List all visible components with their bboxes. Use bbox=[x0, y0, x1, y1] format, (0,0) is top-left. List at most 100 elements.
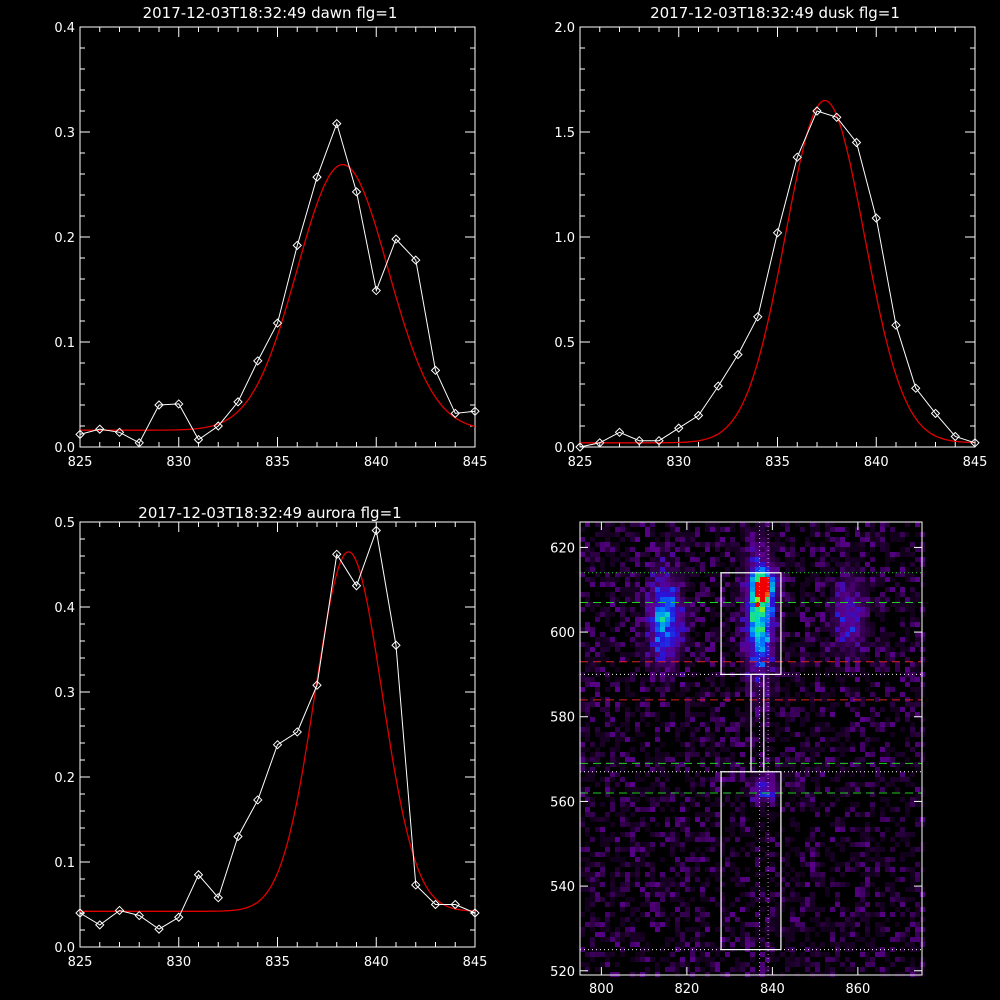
heatmap-cell bbox=[655, 802, 660, 807]
heatmap-cell bbox=[615, 702, 620, 707]
heatmap-cell bbox=[865, 737, 870, 742]
heatmap-cell bbox=[660, 922, 665, 927]
heatmap-cell bbox=[755, 632, 760, 637]
heatmap-cell bbox=[670, 807, 675, 812]
heatmap-cell bbox=[735, 572, 740, 577]
heatmap-cell bbox=[910, 967, 915, 972]
heatmap-cell bbox=[600, 657, 605, 662]
heatmap-cell bbox=[835, 617, 840, 622]
heatmap-cell bbox=[610, 822, 615, 827]
heatmap-cell bbox=[830, 627, 835, 632]
heatmap-cell bbox=[800, 912, 805, 917]
heatmap-cell bbox=[825, 572, 830, 577]
heatmap-cell bbox=[890, 872, 895, 877]
heatmap-cell bbox=[735, 667, 740, 672]
heatmap-cell bbox=[805, 717, 810, 722]
data-point bbox=[753, 312, 763, 322]
heatmap-cell bbox=[770, 667, 775, 672]
heatmap-cell bbox=[745, 692, 750, 697]
heatmap-cell bbox=[900, 897, 905, 902]
heatmap-cell bbox=[815, 747, 820, 752]
heatmap-cell bbox=[670, 577, 675, 582]
heatmap-cell bbox=[610, 772, 615, 777]
data-point bbox=[450, 899, 460, 910]
heatmap-cell bbox=[830, 747, 835, 752]
heatmap-cell bbox=[700, 582, 705, 587]
data-line bbox=[79, 528, 476, 930]
heatmap-cell bbox=[655, 927, 660, 932]
heatmap-cell bbox=[765, 787, 770, 792]
heatmap-cell bbox=[815, 812, 820, 817]
heatmap-cell bbox=[765, 642, 770, 647]
heatmap-cell bbox=[765, 777, 770, 782]
heatmap-cell bbox=[760, 777, 765, 782]
heatmap-cell bbox=[655, 617, 660, 622]
heatmap-cell bbox=[820, 582, 825, 587]
heatmap-cell bbox=[700, 742, 705, 747]
heatmap-cell bbox=[865, 812, 870, 817]
heatmap-cell bbox=[825, 757, 830, 762]
heatmap-cell bbox=[590, 577, 595, 582]
heatmap-cell bbox=[905, 832, 910, 837]
heatmap-cell bbox=[775, 917, 780, 922]
heatmap-cell bbox=[675, 962, 680, 967]
heatmap-cell bbox=[695, 857, 700, 862]
heatmap-cell bbox=[855, 642, 860, 647]
heatmap-cell bbox=[850, 917, 855, 922]
x-tick-label: 840 bbox=[760, 982, 785, 997]
heatmap-cell bbox=[850, 657, 855, 662]
heatmap-cell bbox=[865, 612, 870, 617]
heatmap-cell bbox=[870, 692, 875, 697]
heatmap-cell bbox=[655, 622, 660, 627]
heatmap-cell bbox=[840, 927, 845, 932]
heatmap-cell bbox=[800, 732, 805, 737]
heatmap-cell bbox=[750, 942, 755, 947]
heatmap-cell bbox=[830, 957, 835, 962]
heatmap-cell bbox=[815, 587, 820, 592]
heatmap-cell bbox=[830, 607, 835, 612]
heatmap-cell bbox=[670, 662, 675, 667]
heatmap-cell bbox=[820, 682, 825, 687]
heatmap-cell bbox=[840, 907, 845, 912]
heatmap-cell bbox=[795, 697, 800, 702]
heatmap-cell bbox=[855, 637, 860, 642]
heatmap-cell bbox=[855, 867, 860, 872]
heatmap-cell bbox=[870, 847, 875, 852]
heatmap-cell bbox=[630, 837, 635, 842]
heatmap-cell bbox=[730, 597, 735, 602]
heatmap-cell bbox=[740, 717, 745, 722]
heatmap-cell bbox=[865, 852, 870, 857]
heatmap-cell bbox=[900, 947, 905, 952]
data-point bbox=[213, 892, 223, 903]
heatmap-cell bbox=[680, 847, 685, 852]
heatmap-cell bbox=[840, 607, 845, 612]
heatmap-cell bbox=[905, 627, 910, 632]
heatmap-cell bbox=[625, 552, 630, 557]
heatmap-cell bbox=[605, 792, 610, 797]
heatmap-cell bbox=[910, 542, 915, 547]
heatmap-cell bbox=[585, 702, 590, 707]
heatmap-cell bbox=[790, 542, 795, 547]
heatmap-cell bbox=[785, 762, 790, 767]
heatmap-cell bbox=[850, 687, 855, 692]
heatmap-cell bbox=[615, 667, 620, 672]
heatmap-cell bbox=[825, 522, 830, 527]
heatmap-cell bbox=[740, 767, 745, 772]
heatmap-cell bbox=[870, 597, 875, 602]
heatmap-cell bbox=[715, 797, 720, 802]
heatmap-cell bbox=[655, 732, 660, 737]
heatmap-cell bbox=[775, 727, 780, 732]
heatmap-cell bbox=[745, 737, 750, 742]
heatmap-cell bbox=[640, 912, 645, 917]
heatmap-cell bbox=[620, 807, 625, 812]
heatmap-cell bbox=[760, 837, 765, 842]
heatmap-cell bbox=[830, 592, 835, 597]
heatmap-cell bbox=[720, 592, 725, 597]
heatmap-cell bbox=[835, 892, 840, 897]
heatmap-cell bbox=[765, 537, 770, 542]
heatmap-cell bbox=[625, 882, 630, 887]
heatmap-cell bbox=[760, 657, 765, 662]
heatmap-cell bbox=[745, 892, 750, 897]
heatmap-cell bbox=[685, 537, 690, 542]
heatmap-cell bbox=[755, 922, 760, 927]
